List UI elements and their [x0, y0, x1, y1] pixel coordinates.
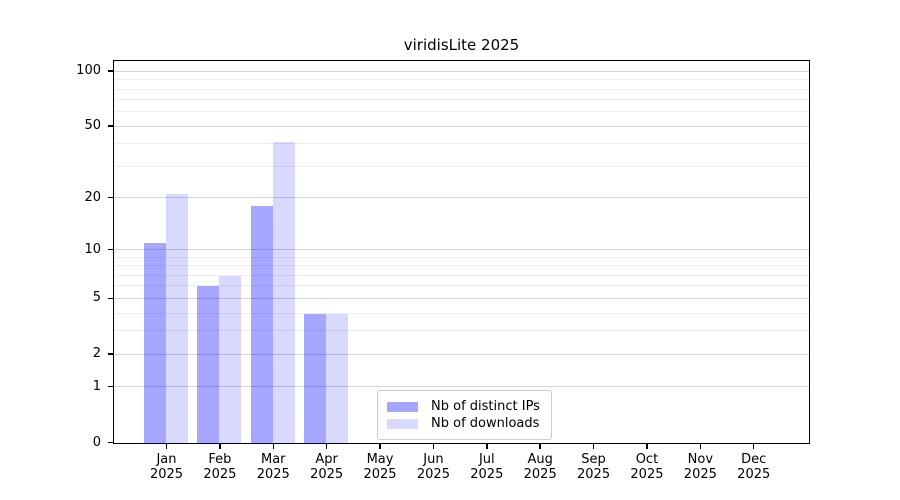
bar-downloads: [272, 142, 295, 443]
y-tick-mark: [108, 353, 113, 355]
bar-downloads: [219, 275, 242, 443]
x-tick-mark: [699, 444, 702, 449]
y-tick-label: 2: [92, 346, 101, 362]
bar-downloads: [326, 313, 349, 443]
minor-gridline: [114, 312, 809, 314]
minor-gridline: [114, 256, 809, 258]
x-tick-mark: [219, 444, 221, 449]
x-tick-mark: [539, 444, 541, 449]
minor-gridline: [114, 111, 809, 113]
plot-area: [113, 60, 810, 444]
x-tick-mark: [432, 444, 435, 449]
minor-gridline: [114, 99, 809, 101]
y-tick-label: 1: [92, 378, 101, 394]
major-gridline: [114, 70, 809, 72]
bar-distinct-ips: [304, 313, 327, 443]
y-tick-mark: [108, 125, 113, 127]
x-tick-label: Dec 2025: [737, 452, 771, 482]
x-tick-mark: [592, 444, 595, 449]
x-tick-label: Mar 2025: [256, 452, 290, 482]
major-gridline: [114, 125, 809, 127]
minor-gridline: [114, 165, 809, 167]
y-tick-label: 50: [84, 118, 101, 134]
bar-distinct-ips: [144, 243, 166, 443]
y-tick-mark: [108, 385, 113, 388]
x-tick-mark: [752, 444, 755, 449]
legend-item-downloads: Nb of downloads: [387, 415, 540, 432]
y-tick-label: 0: [92, 434, 101, 450]
y-tick-label: 10: [84, 241, 101, 257]
minor-gridline: [114, 274, 809, 276]
legend-label-distinct-ips: Nb of distinct IPs: [431, 398, 540, 414]
bar-distinct-ips: [250, 206, 273, 443]
minor-gridline: [114, 330, 809, 332]
x-tick-label: Jun 2025: [416, 452, 450, 482]
major-gridline: [114, 297, 809, 299]
x-tick-label: Jul 2025: [470, 452, 504, 482]
legend-swatch-distinct-ips: [387, 401, 418, 412]
x-tick-label: Aug 2025: [523, 452, 557, 482]
major-gridline: [114, 197, 809, 199]
y-tick-mark: [108, 297, 113, 300]
minor-gridline: [114, 143, 809, 145]
y-tick-label: 5: [92, 290, 101, 306]
x-tick-label: Sep 2025: [577, 452, 611, 482]
y-tick-mark: [108, 248, 113, 251]
chart-title: viridisLite 2025: [403, 36, 520, 54]
legend-item-distinct-ips: Nb of distinct IPs: [387, 398, 540, 415]
x-tick-mark: [325, 444, 328, 449]
y-tick-label: 100: [76, 63, 101, 79]
minor-gridline: [114, 88, 809, 90]
y-tick-mark: [108, 441, 113, 444]
x-tick-mark: [165, 444, 168, 449]
x-tick-label: Oct 2025: [630, 452, 664, 482]
x-tick-mark: [486, 444, 488, 449]
legend-label-downloads: Nb of downloads: [431, 415, 540, 431]
major-gridline: [114, 353, 809, 355]
x-tick-label: Nov 2025: [683, 452, 717, 482]
legend-swatch-downloads: [387, 418, 418, 429]
bar-distinct-ips: [197, 286, 220, 443]
y-tick-mark: [108, 70, 113, 72]
x-tick-label: Feb 2025: [203, 452, 237, 482]
y-tick-label: 20: [84, 189, 101, 205]
minor-gridline: [114, 79, 809, 81]
major-gridline: [114, 386, 809, 388]
x-tick-mark: [646, 444, 648, 449]
minor-gridline: [114, 285, 809, 287]
y-tick-mark: [108, 196, 113, 199]
bar-downloads: [166, 194, 188, 443]
minor-gridline: [114, 265, 809, 267]
x-tick-label: Apr 2025: [310, 452, 344, 482]
x-tick-mark: [379, 444, 381, 449]
legend: Nb of distinct IPs Nb of downloads: [377, 390, 552, 440]
x-tick-label: Jan 2025: [149, 452, 184, 482]
x-tick-mark: [272, 444, 275, 449]
major-gridline: [114, 249, 809, 251]
x-tick-label: May 2025: [363, 452, 397, 482]
